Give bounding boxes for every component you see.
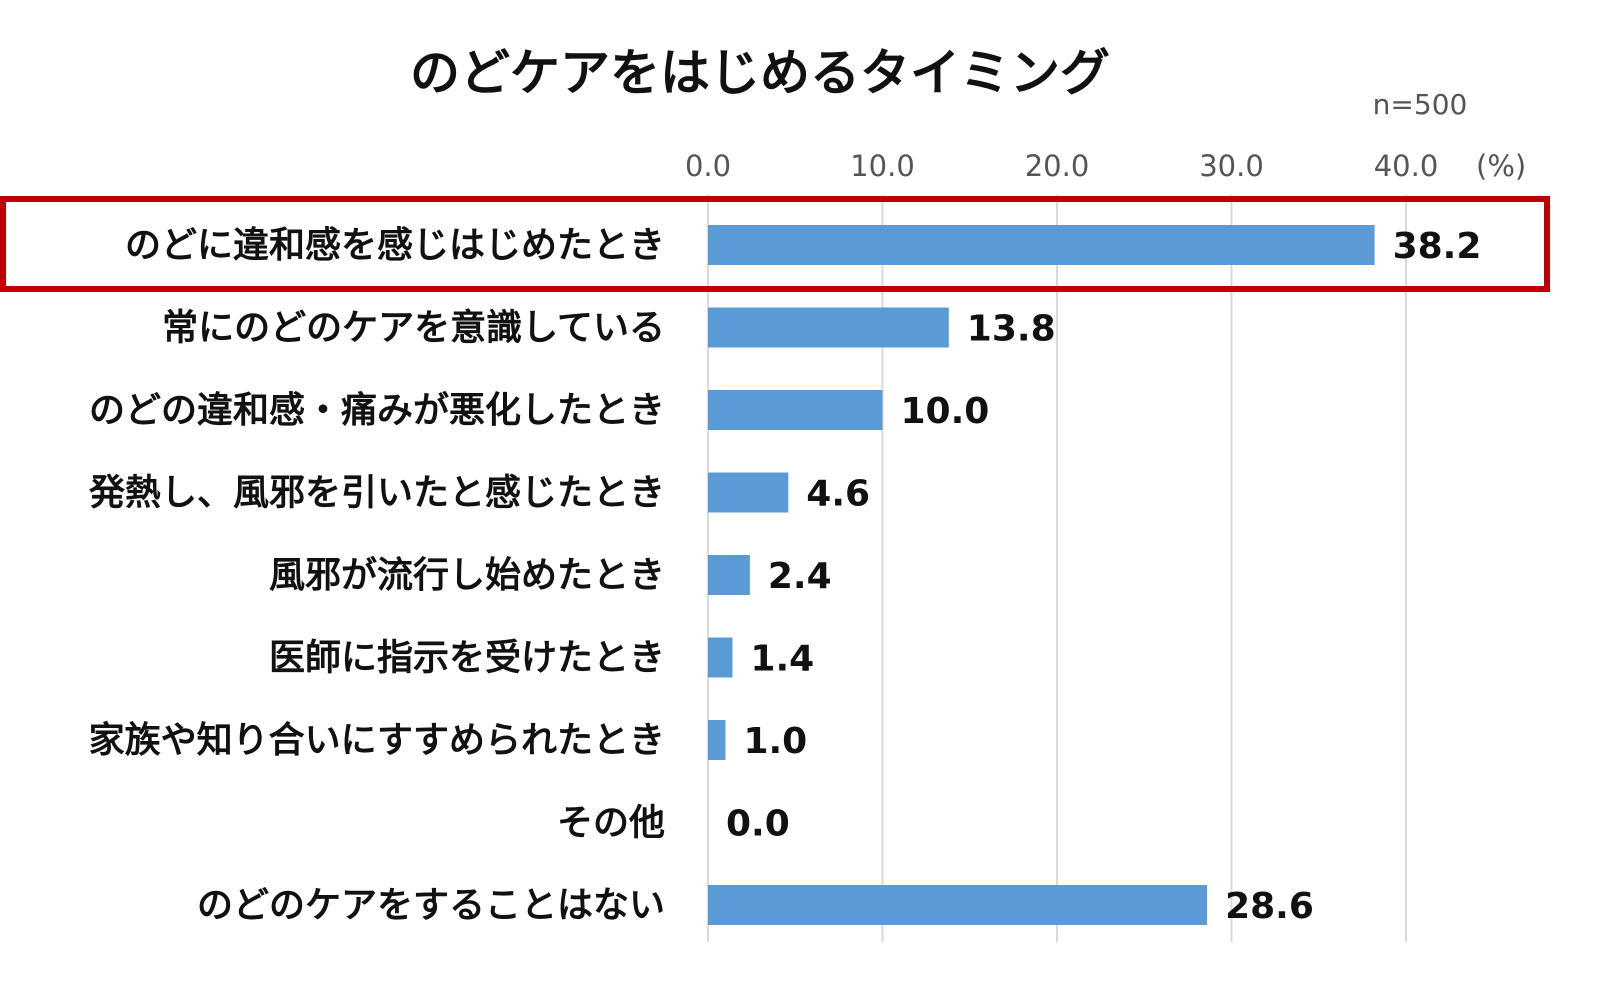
value-label: 1.4 (750, 639, 814, 680)
bar (708, 390, 883, 430)
bar (708, 637, 733, 678)
category-label: 家族や知り合いにすすめられたとき (89, 720, 665, 761)
x-tick-label: 30.0 (1199, 149, 1264, 183)
bar (708, 472, 789, 513)
x-tick-label: 20.0 (1025, 149, 1090, 183)
category-label: 常にのどのケアを意識している (162, 308, 665, 349)
value-label: 2.4 (768, 556, 832, 597)
category-labels: のどに違和感を感じはじめたとき常にのどのケアを意識しているのどの違和感・痛みが悪… (89, 225, 665, 926)
sample-size-note: n=500 (1373, 88, 1468, 121)
category-label: 風邪が流行し始めたとき (269, 555, 665, 596)
bar (708, 885, 1208, 925)
category-label: 医師に指示を受けたとき (269, 638, 665, 679)
value-label: 0.0 (726, 804, 790, 845)
category-label: 発熱し、風邪を引いたと感じたとき (89, 473, 665, 514)
value-label: 38.2 (1393, 226, 1482, 267)
bars (708, 225, 1375, 925)
x-tick-label: 10.0 (850, 149, 915, 183)
bar (708, 555, 750, 595)
bar (708, 720, 726, 760)
value-labels: 38.2 13.8 10.0 4.6 2.4 1.4 1.0 0.0 28.6 (726, 226, 1481, 927)
category-label: その他 (557, 803, 665, 844)
bar (708, 225, 1375, 265)
category-label: のどのケアをすることはない (197, 885, 665, 926)
category-label: のどに違和感を感じはじめたとき (125, 225, 665, 266)
x-axis-ticks: 0.0 10.0 20.0 30.0 40.0 (685, 149, 1438, 183)
value-label: 1.0 (743, 721, 807, 762)
category-label: のどの違和感・痛みが悪化したとき (89, 390, 665, 431)
axis-unit-label: (%) (1476, 149, 1526, 183)
chart-title: のどケアをはじめるタイミング (410, 44, 1110, 102)
highlight-box (0, 196, 1550, 292)
value-label: 10.0 (901, 391, 990, 432)
x-tick-label: 40.0 (1374, 149, 1439, 183)
bar (708, 307, 949, 348)
value-label: 28.6 (1225, 886, 1314, 927)
x-tick-label: 0.0 (685, 149, 731, 183)
value-label: 4.6 (806, 474, 870, 515)
value-label: 13.8 (967, 309, 1056, 350)
